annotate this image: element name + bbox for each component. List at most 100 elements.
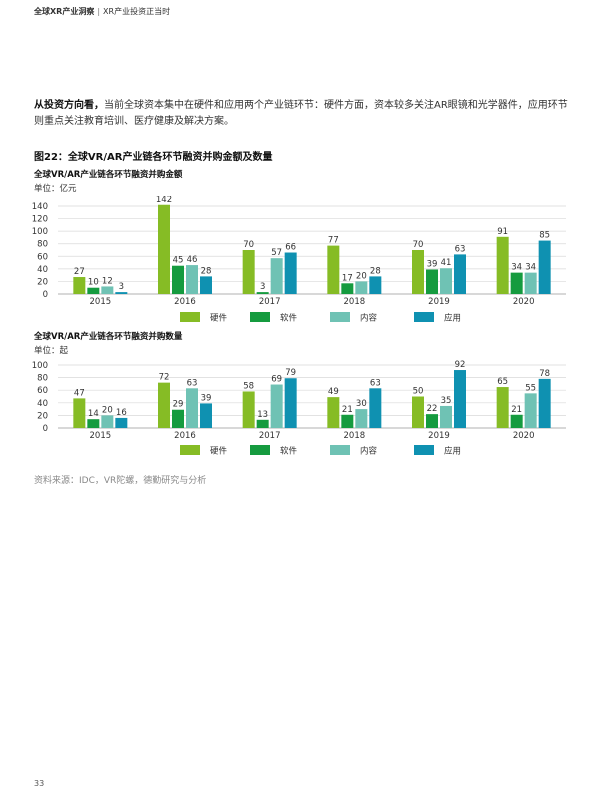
bar xyxy=(172,265,184,294)
y-tick-label: 40 xyxy=(37,399,48,409)
bar xyxy=(186,265,198,294)
chart1-title: 全球VR/AR产业链各环节融资并购金额 xyxy=(34,170,183,180)
bar xyxy=(270,258,283,294)
bar xyxy=(172,409,184,428)
bar xyxy=(242,391,255,428)
y-tick-label: 80 xyxy=(37,374,48,384)
data-label: 20 xyxy=(356,271,367,281)
legend-label: 软件 xyxy=(280,313,298,324)
page-number: 33 xyxy=(34,779,45,788)
data-label: 41 xyxy=(441,258,452,268)
data-label: 66 xyxy=(285,243,296,253)
data-label: 70 xyxy=(243,240,254,250)
chart2-unit: 单位：起 xyxy=(34,346,69,356)
x-tick-label: 2018 xyxy=(344,297,366,307)
intro-paragraph: 从投资方向看，当前全球资本集中在硬件和应用两个产业链环节：硬件方面，资本较多关注… xyxy=(34,98,574,130)
source-note: 资料来源：IDC，VR陀螺，德勤研究与分析 xyxy=(34,476,207,486)
bar xyxy=(284,378,297,428)
data-label: 57 xyxy=(271,248,282,258)
y-tick-label: 100 xyxy=(32,227,48,237)
x-tick-label: 2016 xyxy=(174,297,196,307)
data-label: 3 xyxy=(119,282,124,292)
y-tick-label: 80 xyxy=(37,240,48,250)
bar xyxy=(440,405,452,428)
data-label: 77 xyxy=(328,236,339,246)
bar xyxy=(538,240,551,294)
paragraph-lead: 从投资方向看， xyxy=(34,100,104,111)
y-tick-label: 20 xyxy=(37,277,48,287)
bar xyxy=(426,414,438,428)
bar xyxy=(369,276,382,294)
data-label: 27 xyxy=(74,267,85,277)
x-tick-label: 2017 xyxy=(259,431,281,441)
data-label: 91 xyxy=(497,227,508,237)
data-label: 28 xyxy=(370,266,381,276)
data-label: 63 xyxy=(187,378,198,388)
bar xyxy=(256,419,269,428)
legend-label: 软件 xyxy=(280,446,298,457)
paragraph-body: 当前全球资本集中在硬件和应用两个产业链环节：硬件方面，资本较多关注AR眼镜和光学… xyxy=(34,100,568,127)
bar xyxy=(524,393,537,428)
data-label: 39 xyxy=(201,393,212,403)
chart1-unit: 单位：亿元 xyxy=(34,184,77,194)
legend-swatch xyxy=(250,312,270,322)
legend-label: 硬件 xyxy=(210,446,228,457)
data-label: 72 xyxy=(159,373,170,383)
page-header: 全球XR产业洞察 | XR产业投资正当时 xyxy=(34,6,170,17)
bar xyxy=(454,254,466,294)
bar xyxy=(426,269,438,294)
bar xyxy=(412,396,424,428)
legend-swatch xyxy=(330,445,350,455)
bar xyxy=(355,409,368,428)
header-separator: | xyxy=(97,7,101,16)
y-tick-label: 140 xyxy=(32,202,48,212)
bar xyxy=(454,370,466,428)
legend-swatch xyxy=(414,445,434,455)
data-label: 58 xyxy=(243,381,254,391)
data-label: 12 xyxy=(102,276,113,286)
legend-label: 内容 xyxy=(360,446,378,457)
bar xyxy=(200,403,212,428)
bar xyxy=(186,388,198,428)
bar xyxy=(369,388,382,428)
data-label: 30 xyxy=(356,399,367,409)
y-tick-label: 20 xyxy=(37,411,48,421)
bar xyxy=(510,414,523,428)
y-tick-label: 40 xyxy=(37,265,48,275)
bar xyxy=(412,250,424,294)
x-tick-label: 2020 xyxy=(513,297,535,307)
data-label: 63 xyxy=(455,244,466,254)
data-label: 78 xyxy=(539,369,550,379)
bar xyxy=(538,378,551,428)
data-label: 142 xyxy=(156,196,172,205)
legend-swatch xyxy=(414,312,434,322)
data-label: 46 xyxy=(187,255,198,265)
data-label: 65 xyxy=(497,377,508,387)
y-tick-label: 120 xyxy=(32,215,48,225)
data-label: 47 xyxy=(74,388,85,398)
x-tick-label: 2015 xyxy=(90,297,112,307)
bar xyxy=(200,276,212,294)
x-tick-label: 2019 xyxy=(428,297,450,307)
bar xyxy=(496,236,509,294)
bar xyxy=(355,281,368,294)
bar xyxy=(510,272,523,294)
figure-title: 图22：全球VR/AR产业链各环节融资并购金额及数量 xyxy=(34,152,273,163)
bar xyxy=(341,283,354,294)
bar xyxy=(256,292,269,294)
data-label: 13 xyxy=(257,410,268,420)
data-label: 69 xyxy=(271,375,282,385)
data-label: 50 xyxy=(413,387,424,397)
legend-swatch xyxy=(180,445,200,455)
legend-swatch xyxy=(180,312,200,322)
bar xyxy=(158,204,170,294)
x-tick-label: 2016 xyxy=(174,431,196,441)
legend-swatch xyxy=(250,445,270,455)
bar xyxy=(496,387,509,428)
data-label: 39 xyxy=(427,259,438,269)
bar xyxy=(327,397,340,428)
bar xyxy=(270,384,283,428)
data-label: 10 xyxy=(88,278,99,288)
